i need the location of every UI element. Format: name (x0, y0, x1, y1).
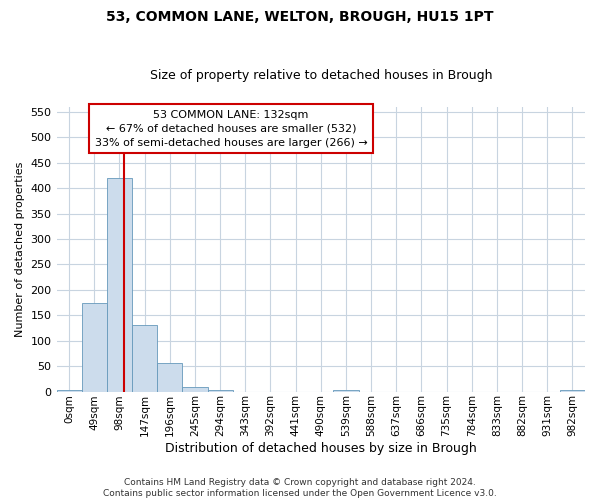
Text: 53 COMMON LANE: 132sqm
← 67% of detached houses are smaller (532)
33% of semi-de: 53 COMMON LANE: 132sqm ← 67% of detached… (95, 110, 367, 148)
Bar (560, 390, 585, 392)
Bar (132, 326, 157, 392)
Bar (157, 362, 182, 392)
Title: Size of property relative to detached houses in Brough: Size of property relative to detached ho… (149, 69, 492, 82)
Text: Contains HM Land Registry data © Crown copyright and database right 2024.
Contai: Contains HM Land Registry data © Crown c… (103, 478, 497, 498)
X-axis label: Distribution of detached houses by size in Brough: Distribution of detached houses by size … (165, 442, 476, 455)
Bar (82, 302, 107, 392)
Bar (208, 390, 233, 392)
Y-axis label: Number of detached properties: Number of detached properties (15, 162, 25, 337)
Bar (56, 390, 82, 392)
Text: 53, COMMON LANE, WELTON, BROUGH, HU15 1PT: 53, COMMON LANE, WELTON, BROUGH, HU15 1P… (106, 10, 494, 24)
Bar (182, 388, 208, 392)
Bar (334, 390, 359, 392)
Bar (107, 178, 132, 392)
